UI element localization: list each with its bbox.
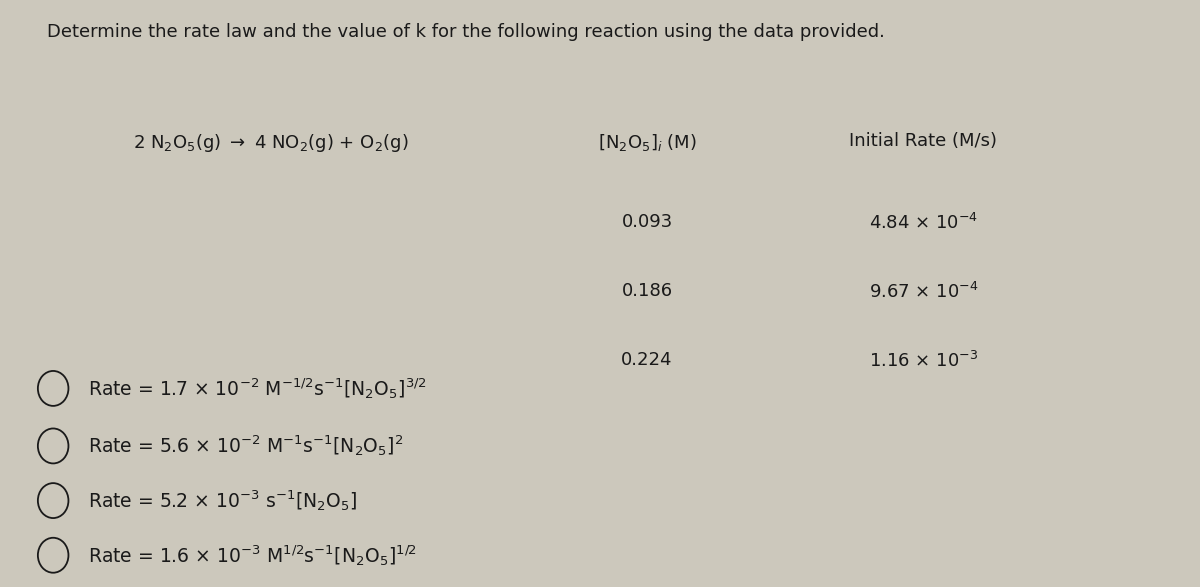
Text: Determine the rate law and the value of k for the following reaction using the d: Determine the rate law and the value of … <box>47 23 886 41</box>
Text: Initial Rate (M/s): Initial Rate (M/s) <box>850 133 997 150</box>
Text: 0.093: 0.093 <box>622 213 673 231</box>
Text: Rate = 5.6 $\times$ 10$^{-2}$ M$^{-1}$s$^{-1}$[N$_2$O$_5$]$^{2}$: Rate = 5.6 $\times$ 10$^{-2}$ M$^{-1}$s$… <box>89 434 404 458</box>
Text: 0.186: 0.186 <box>622 282 673 300</box>
Text: 0.224: 0.224 <box>622 351 673 369</box>
Text: Rate = 1.7 $\times$ 10$^{-2}$ M$^{-1/2}$s$^{-1}$[N$_2$O$_5$]$^{3/2}$: Rate = 1.7 $\times$ 10$^{-2}$ M$^{-1/2}$… <box>89 376 427 401</box>
Text: 9.67 $\times$ 10$^{-4}$: 9.67 $\times$ 10$^{-4}$ <box>869 282 978 302</box>
Text: [N$_2$O$_5$]$_i$ (M): [N$_2$O$_5$]$_i$ (M) <box>598 133 696 153</box>
Text: Rate = 1.6 $\times$ 10$^{-3}$ M$^{1/2}$s$^{-1}$[N$_2$O$_5$]$^{1/2}$: Rate = 1.6 $\times$ 10$^{-3}$ M$^{1/2}$s… <box>89 543 418 568</box>
Text: 4.84 $\times$ 10$^{-4}$: 4.84 $\times$ 10$^{-4}$ <box>869 213 978 233</box>
Text: 1.16 $\times$ 10$^{-3}$: 1.16 $\times$ 10$^{-3}$ <box>869 351 978 371</box>
Text: Rate = 5.2 $\times$ 10$^{-3}$ s$^{-1}$[N$_2$O$_5$]: Rate = 5.2 $\times$ 10$^{-3}$ s$^{-1}$[N… <box>89 488 358 513</box>
Text: 2 N$_2$O$_5$(g) $\rightarrow$ 4 NO$_2$(g) + O$_2$(g): 2 N$_2$O$_5$(g) $\rightarrow$ 4 NO$_2$(g… <box>133 133 408 154</box>
